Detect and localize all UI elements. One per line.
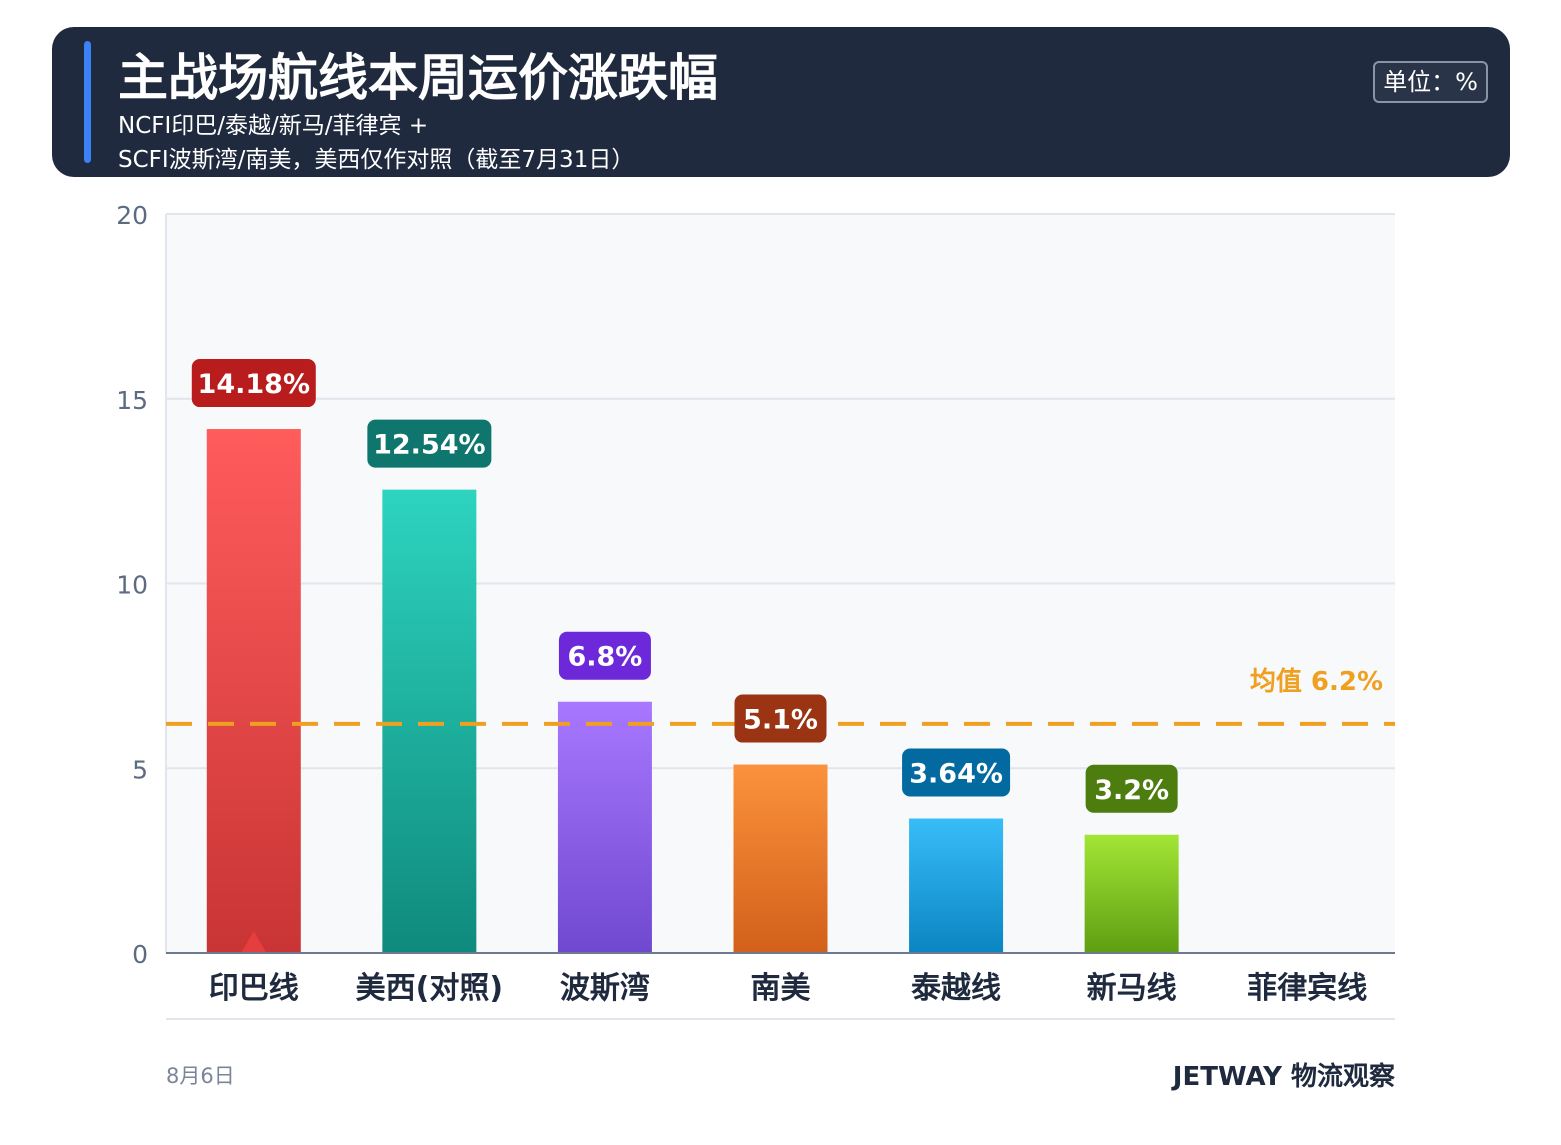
data-label: 5.1% bbox=[743, 705, 818, 736]
chart-subtitle: NCFI印巴/泰越/新马/菲律宾 + SCFI波斯湾/南美，美西仅作对照（截至7… bbox=[118, 109, 634, 177]
bar bbox=[733, 764, 828, 953]
data-label: 3.64% bbox=[909, 759, 1003, 790]
data-label-badge bbox=[902, 748, 1011, 797]
data-labels: 14.18% 12.54% 6.8% 5.1% 3.64% 3.2% bbox=[191, 359, 1178, 813]
data-label: 6.8% bbox=[567, 642, 642, 673]
header-banner: 主战场航线本周运价涨跌幅 NCFI印巴/泰越/新马/菲律宾 + SCFI波斯湾/… bbox=[52, 27, 1510, 177]
footer-brand: JETWAY 物流观察 bbox=[1172, 1062, 1395, 1092]
y-tick-label: 10 bbox=[116, 571, 148, 600]
subtitle-line-1: NCFI印巴/泰越/新马/菲律宾 + bbox=[118, 113, 429, 139]
x-tick-label: 泰越线 bbox=[911, 971, 1001, 1006]
x-tick-label: 新马线 bbox=[1087, 971, 1177, 1006]
data-label: 3.2% bbox=[1094, 775, 1169, 806]
bar bbox=[557, 701, 652, 953]
y-axis-ticks: 0 5 10 15 20 bbox=[116, 201, 148, 969]
subtitle-line-2: SCFI波斯湾/南美，美西仅作对照（截至7月31日） bbox=[118, 147, 635, 173]
data-label-badge bbox=[367, 419, 492, 468]
data-label-badge bbox=[191, 359, 316, 408]
bar bbox=[1084, 834, 1179, 953]
x-tick-label: 波斯湾 bbox=[560, 971, 650, 1006]
data-label: 14.18% bbox=[198, 369, 310, 400]
header-accent-bar bbox=[84, 41, 91, 163]
x-tick-label: 南美 bbox=[751, 971, 811, 1006]
data-label: 12.54% bbox=[373, 430, 485, 461]
bar bbox=[909, 818, 1004, 953]
unit-badge: 单位：% bbox=[1373, 61, 1488, 103]
data-label-badge bbox=[558, 631, 651, 680]
bar bbox=[206, 429, 301, 953]
x-tick-label: 美西(对照) bbox=[356, 971, 503, 1006]
x-tick-label: 印巴线 bbox=[209, 971, 299, 1006]
highlight-marker bbox=[241, 931, 266, 952]
mean-label: 均值 6.2% bbox=[1250, 667, 1383, 697]
bars bbox=[206, 429, 1179, 953]
x-tick-label: 菲律宾线 bbox=[1247, 971, 1367, 1006]
y-tick-label: 20 bbox=[116, 201, 148, 230]
mean-line-group: 均值 6.2% bbox=[166, 667, 1395, 726]
y-tick-label: 5 bbox=[132, 755, 148, 784]
data-label-badge bbox=[734, 694, 827, 743]
y-tick-label: 15 bbox=[116, 386, 148, 415]
x-axis-ticks: 印巴线 美西(对照) 波斯湾 南美 泰越线 新马线 菲律宾线 bbox=[209, 971, 1367, 1006]
footer-date: 8月6日 bbox=[166, 1064, 235, 1088]
chart-title: 主战场航线本周运价涨跌幅 bbox=[118, 49, 718, 107]
data-label-badge bbox=[1085, 764, 1178, 813]
y-tick-label: 0 bbox=[132, 940, 148, 969]
bar bbox=[382, 489, 477, 953]
